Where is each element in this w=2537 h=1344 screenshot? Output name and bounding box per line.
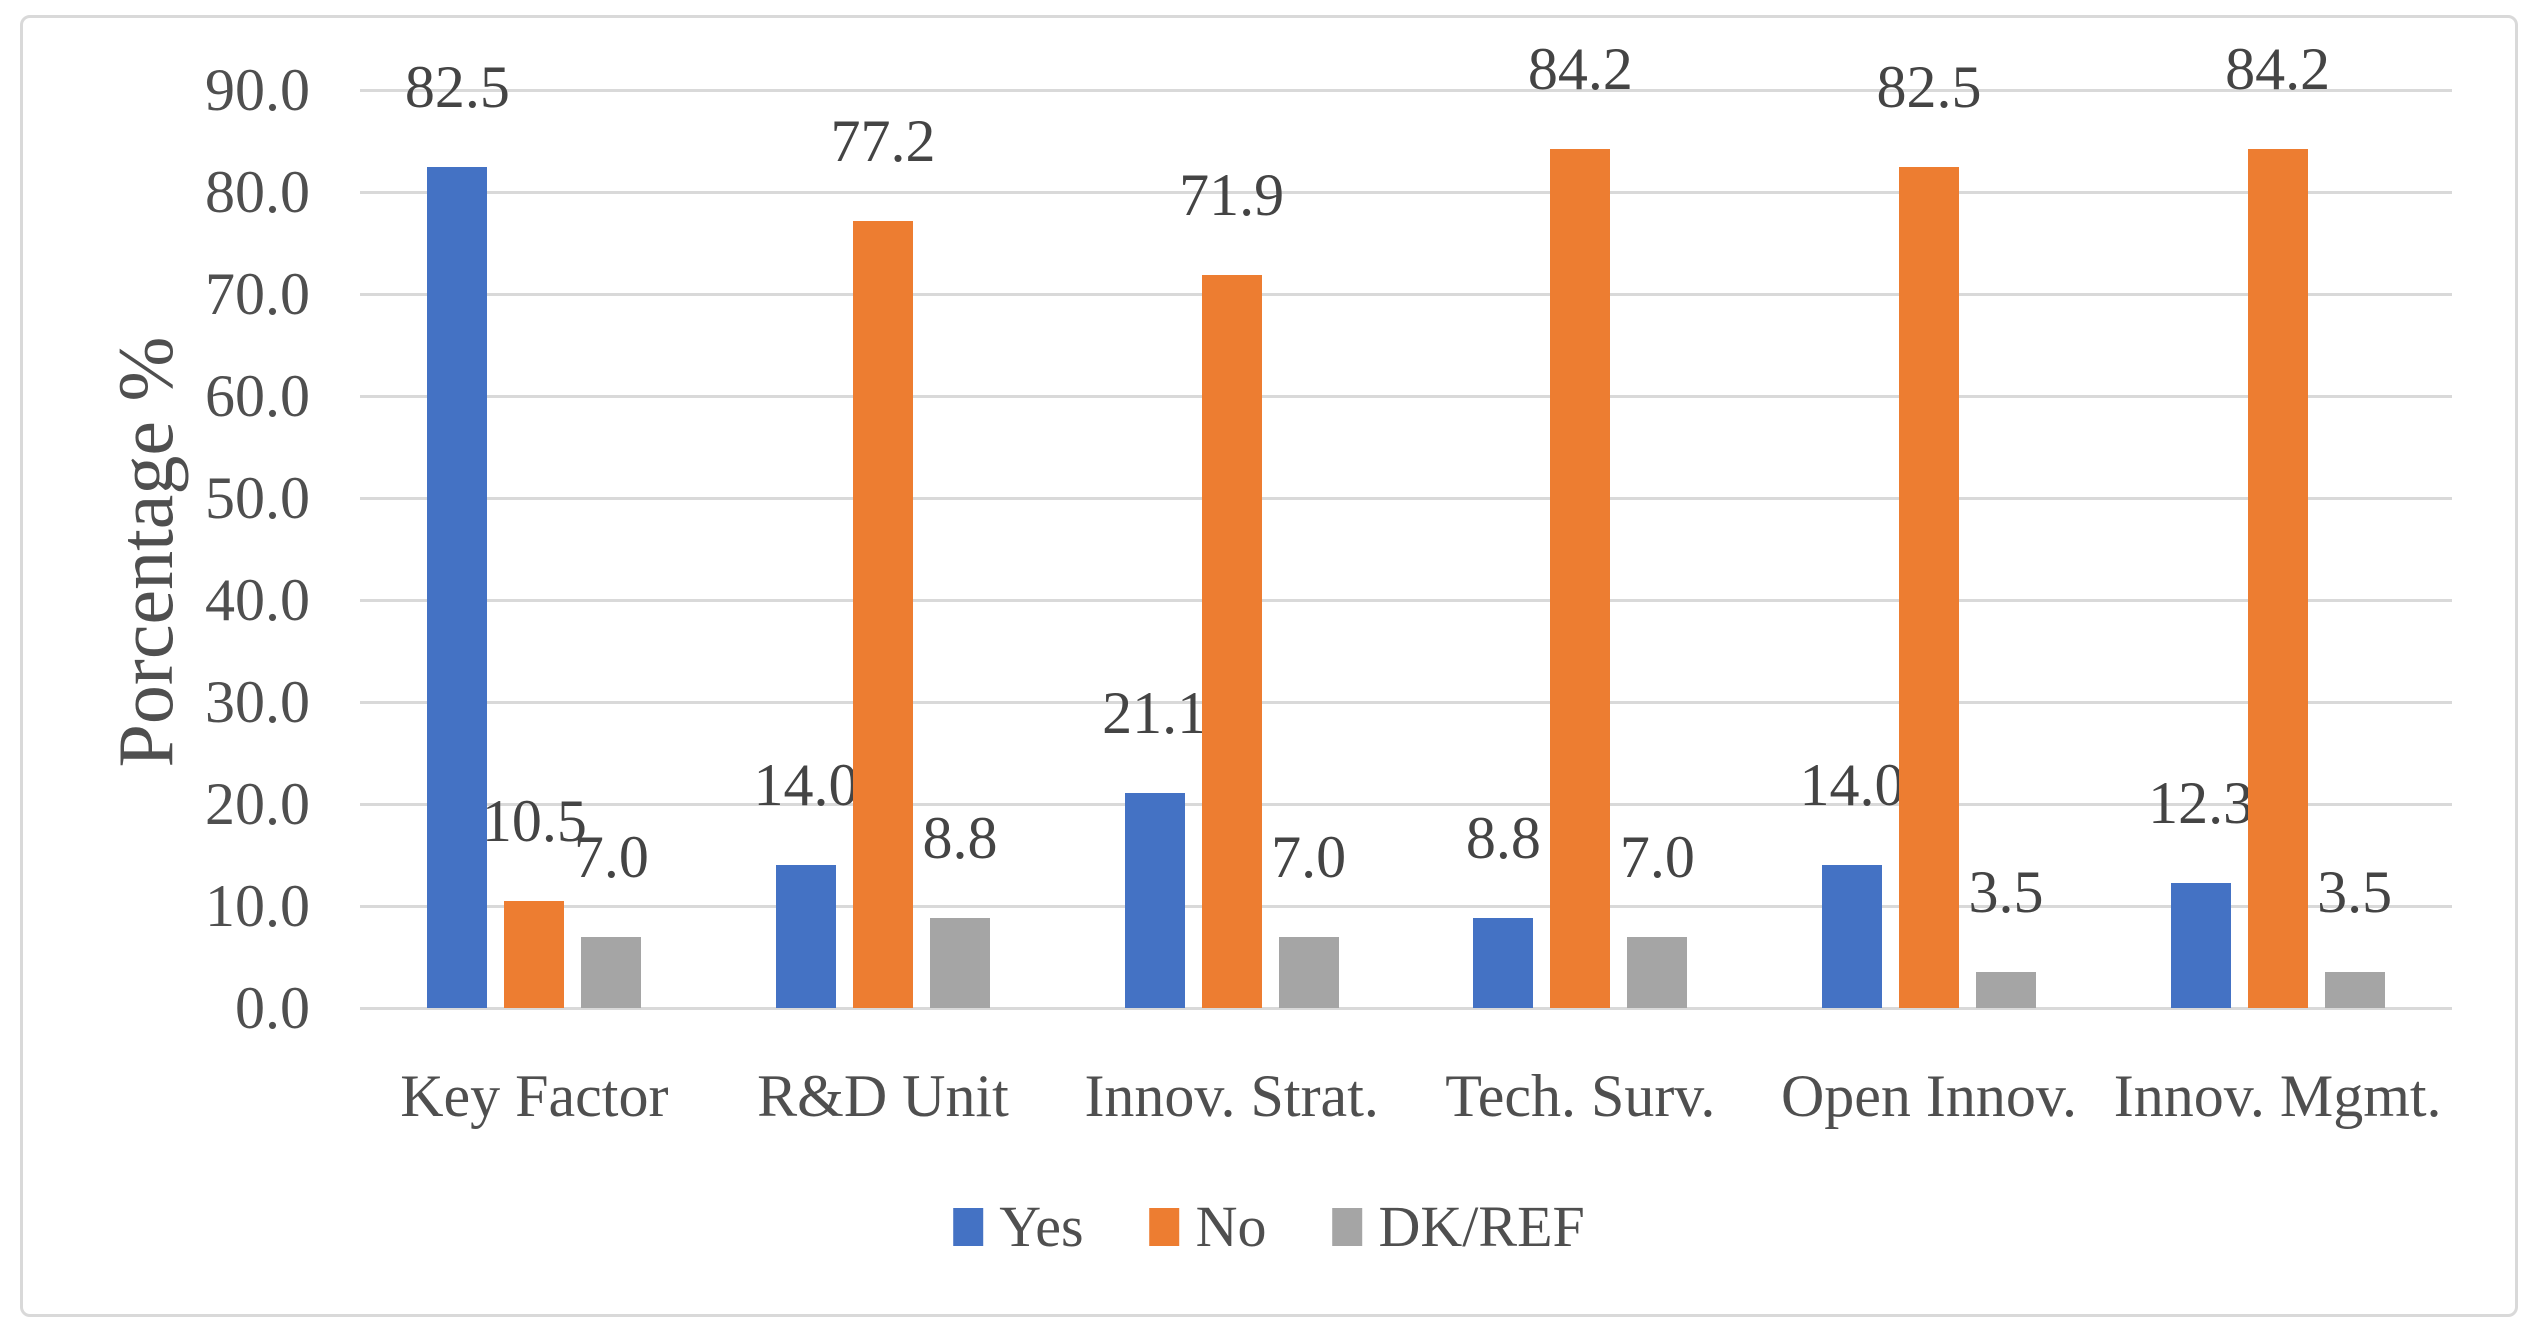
bar-value-label: 82.5 [404, 53, 510, 120]
gridline [360, 88, 2452, 92]
bar-value-label: 10.5 [481, 787, 587, 854]
bar-value-label: 3.5 [2317, 859, 2393, 926]
bar-value-label: 21.1 [1102, 679, 1208, 746]
bar-dk-ref [581, 936, 642, 1008]
x-category-label: Key Factor [400, 1063, 669, 1129]
bar-no [853, 220, 913, 1008]
bar-value-label: 3.5 [1968, 859, 2044, 926]
bar-dk-ref [2324, 972, 2385, 1008]
x-category-label: Tech. Surv. [1445, 1063, 1716, 1129]
bar-yes [1473, 918, 1534, 1008]
bar-value-label: 7.0 [1619, 823, 1695, 890]
bar-no [504, 900, 565, 1008]
bar-no [1550, 149, 1611, 1008]
bar-dk-ref [1278, 936, 1339, 1008]
legend-item-no: No [1149, 1194, 1267, 1259]
bar-value-label: 82.5 [1876, 53, 1982, 120]
y-tick-label: 90.0 [205, 57, 310, 123]
y-tick-label: 50.0 [205, 465, 310, 531]
bar-dk-ref [930, 918, 990, 1008]
y-tick-label: 30.0 [205, 669, 310, 735]
bar-dk-ref [1976, 972, 2036, 1008]
gridline [360, 1006, 2452, 1010]
legend-label-dk-ref: DK/REF [1378, 1194, 1585, 1259]
legend-label-no: No [1195, 1194, 1267, 1259]
bar-yes [427, 166, 488, 1008]
bar-value-label: 7.0 [1271, 823, 1347, 890]
bar-value-label: 12.3 [2148, 769, 2254, 836]
x-category-label: R&D Unit [757, 1063, 1009, 1129]
gridline [360, 496, 2452, 500]
bar-value-label: 71.9 [1179, 161, 1285, 228]
bar-no [1201, 274, 1262, 1008]
y-tick-label: 20.0 [205, 771, 310, 837]
y-tick-label: 60.0 [205, 363, 310, 429]
bar-value-label: 77.2 [830, 107, 936, 174]
gridline [360, 190, 2452, 194]
bar-yes [2170, 882, 2231, 1008]
gridline [360, 802, 2452, 806]
legend: Yes No DK/REF [953, 1192, 1585, 1262]
gridline [360, 292, 2452, 296]
bar-value-label: 14.0 [753, 752, 859, 819]
legend-marker-no-icon [1149, 1208, 1180, 1246]
bar-yes [1822, 865, 1882, 1008]
legend-label-yes: Yes [999, 1194, 1084, 1259]
bar-yes [1124, 792, 1185, 1008]
gridline [360, 700, 2452, 704]
x-category-label: Innov. Strat. [1084, 1063, 1379, 1129]
legend-item-dk-ref: DK/REF [1332, 1194, 1585, 1259]
bar-value-label: 8.8 [922, 805, 998, 872]
gridline [360, 598, 2452, 602]
gridline [360, 394, 2452, 398]
bar-value-label: 8.8 [1465, 805, 1541, 872]
legend-marker-yes-icon [953, 1208, 984, 1246]
x-category-label: Innov. Mgmt. [2113, 1063, 2442, 1129]
bar-value-label: 84.2 [2225, 36, 2331, 103]
y-tick-label: 70.0 [205, 261, 310, 327]
bar-dk-ref [1627, 936, 1688, 1008]
legend-marker-dk-ref-icon [1332, 1208, 1363, 1246]
x-category-label: Open Innov. [1780, 1063, 2078, 1129]
y-tick-label: 80.0 [205, 159, 310, 225]
bar-value-label: 84.2 [1527, 36, 1633, 103]
legend-item-yes: Yes [953, 1194, 1084, 1259]
bar-no [2247, 149, 2308, 1008]
y-tick-label: 40.0 [205, 567, 310, 633]
gridline [360, 904, 2452, 908]
bar-yes [776, 865, 836, 1008]
y-tick-label: 0.0 [235, 975, 310, 1041]
bar-value-label: 7.0 [573, 823, 649, 890]
bar-no [1899, 166, 1959, 1008]
y-tick-label: 10.0 [205, 873, 310, 939]
bar-value-label: 14.0 [1799, 752, 1905, 819]
